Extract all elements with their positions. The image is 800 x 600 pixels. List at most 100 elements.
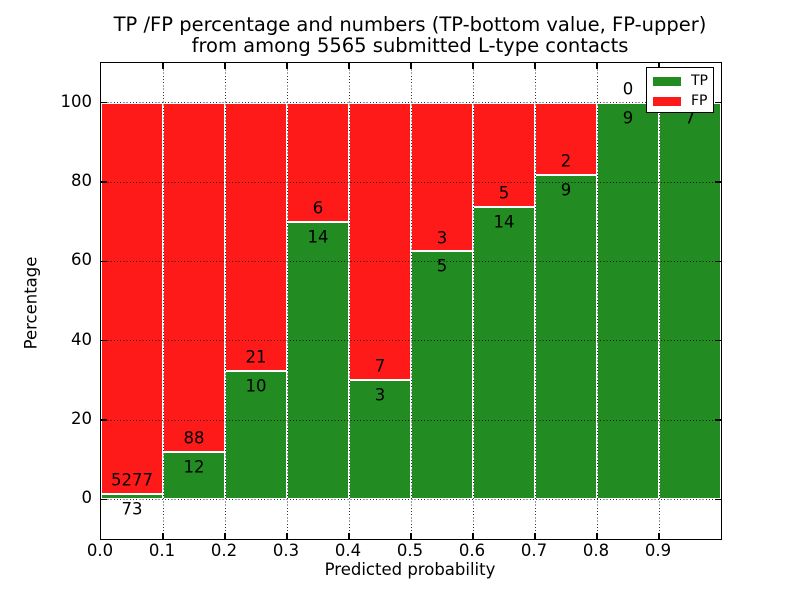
y-tick-mark-right — [715, 498, 721, 500]
x-tick-mark-top — [658, 63, 660, 69]
fp-count-label: 88 — [183, 428, 205, 448]
x-tick-label: 0.5 — [396, 541, 424, 560]
fp-count-label: 0 — [622, 79, 634, 99]
fp-count-label: 6 — [312, 198, 324, 218]
vertical-gridline — [596, 63, 598, 539]
x-tick-label: 0.6 — [458, 541, 486, 560]
fp-count-label: 7 — [374, 356, 386, 376]
y-tick-label: 80 — [71, 171, 92, 190]
tp-bar-segment — [535, 174, 597, 500]
horizontal-gridline — [101, 340, 721, 342]
x-tick-mark-top — [286, 63, 288, 69]
x-tick-mark-bottom — [286, 533, 288, 539]
horizontal-gridline — [101, 181, 721, 183]
y-tick-label: 100 — [60, 91, 93, 111]
x-tick-mark-top — [472, 63, 474, 69]
vertical-gridline — [534, 63, 536, 539]
x-tick-label: 0.9 — [644, 541, 672, 560]
y-tick-mark-left — [101, 181, 107, 183]
x-tick-label: 0.0 — [86, 541, 114, 560]
legend: TP FP — [646, 67, 714, 113]
tp-bar-segment — [659, 102, 721, 500]
fp-color-swatch — [653, 96, 681, 106]
fp-bar-segment — [101, 102, 163, 494]
fp-bar-segment — [535, 102, 597, 175]
x-tick-mark-top — [162, 63, 164, 69]
chart-title-line1: TP /FP percentage and numbers (TP-bottom… — [113, 13, 707, 36]
x-tick-label: 0.3 — [272, 541, 300, 560]
vertical-gridline — [224, 63, 226, 539]
x-tick-mark-bottom — [162, 533, 164, 539]
tp-count-label: 7 — [684, 108, 696, 128]
legend-label-tp: TP — [691, 73, 708, 89]
y-axis-label: Percentage — [21, 256, 41, 350]
tp-count-label: 9 — [622, 108, 634, 128]
plot-area: 527773881221106147335514290907 — [100, 62, 722, 540]
y-tick-mark-right — [715, 181, 721, 183]
y-tick-mark-left — [101, 102, 107, 104]
y-tick-mark-left — [101, 419, 107, 421]
fp-bar-segment — [411, 102, 473, 252]
tp-bar-segment — [287, 221, 349, 500]
x-tick-label: 0.7 — [520, 541, 548, 560]
horizontal-gridline — [101, 102, 721, 104]
tp-count-label: 73 — [121, 499, 143, 519]
fp-count-label: 5 — [498, 183, 510, 203]
x-tick-mark-bottom — [410, 533, 412, 539]
tp-count-label: 5 — [436, 256, 448, 276]
x-tick-mark-bottom — [658, 533, 660, 539]
fp-bar-segment — [163, 102, 225, 452]
y-tick-mark-right — [715, 102, 721, 104]
tp-count-label: 3 — [374, 385, 386, 405]
vertical-gridline — [658, 63, 660, 539]
y-tick-mark-right — [715, 419, 721, 421]
tp-bar-segment — [225, 371, 287, 500]
x-axis-label: Predicted probability — [324, 560, 496, 579]
horizontal-gridline — [101, 260, 721, 262]
tp-count-label: 14 — [307, 227, 329, 247]
fp-count-label: 5277 — [111, 470, 153, 490]
y-tick-mark-left — [101, 498, 107, 500]
y-tick-label: 20 — [71, 409, 92, 428]
legend-item-fp: FP — [653, 91, 713, 111]
x-tick-mark-top — [596, 63, 598, 69]
vertical-gridline — [472, 63, 474, 539]
y-tick-label: 0 — [81, 488, 93, 508]
tp-count-label: 9 — [560, 180, 572, 200]
chart-title: TP /FP percentage and numbers (TP-bottom… — [100, 14, 720, 56]
x-tick-label: 0.4 — [334, 541, 362, 560]
x-tick-mark-top — [224, 63, 226, 69]
tp-count-label: 14 — [493, 212, 515, 232]
fp-bar-segment — [473, 102, 535, 208]
vertical-gridline — [410, 63, 412, 539]
fp-count-label: 3 — [436, 228, 448, 248]
x-tick-mark-bottom — [348, 533, 350, 539]
vertical-gridline — [286, 63, 288, 539]
x-tick-mark-top — [534, 63, 536, 69]
y-tick-label: 60 — [71, 250, 92, 270]
vertical-gridline — [348, 63, 350, 539]
y-tick-mark-left — [101, 340, 107, 342]
chart-title-line2: from among 5565 submitted L-type contact… — [191, 34, 629, 57]
fp-bar-segment — [349, 102, 411, 381]
tp-count-label: 10 — [245, 376, 267, 396]
x-tick-mark-bottom — [224, 533, 226, 539]
x-tick-mark-bottom — [596, 533, 598, 539]
x-tick-label: 0.1 — [148, 541, 176, 560]
fp-count-label: 21 — [245, 347, 267, 367]
tp-bar-segment — [597, 102, 659, 500]
horizontal-gridline — [101, 498, 721, 500]
fp-count-label: 2 — [560, 151, 572, 171]
vertical-gridline — [162, 63, 164, 539]
x-tick-mark-bottom — [472, 533, 474, 539]
fp-bar-segment — [225, 102, 287, 372]
horizontal-gridline — [101, 419, 721, 421]
y-tick-mark-right — [715, 260, 721, 262]
x-tick-mark-top — [348, 63, 350, 69]
tp-bar-segment — [411, 251, 473, 500]
x-tick-label: 0.2 — [210, 541, 238, 560]
y-tick-mark-left — [101, 260, 107, 262]
tp-count-label: 12 — [183, 457, 205, 477]
x-tick-mark-bottom — [534, 533, 536, 539]
